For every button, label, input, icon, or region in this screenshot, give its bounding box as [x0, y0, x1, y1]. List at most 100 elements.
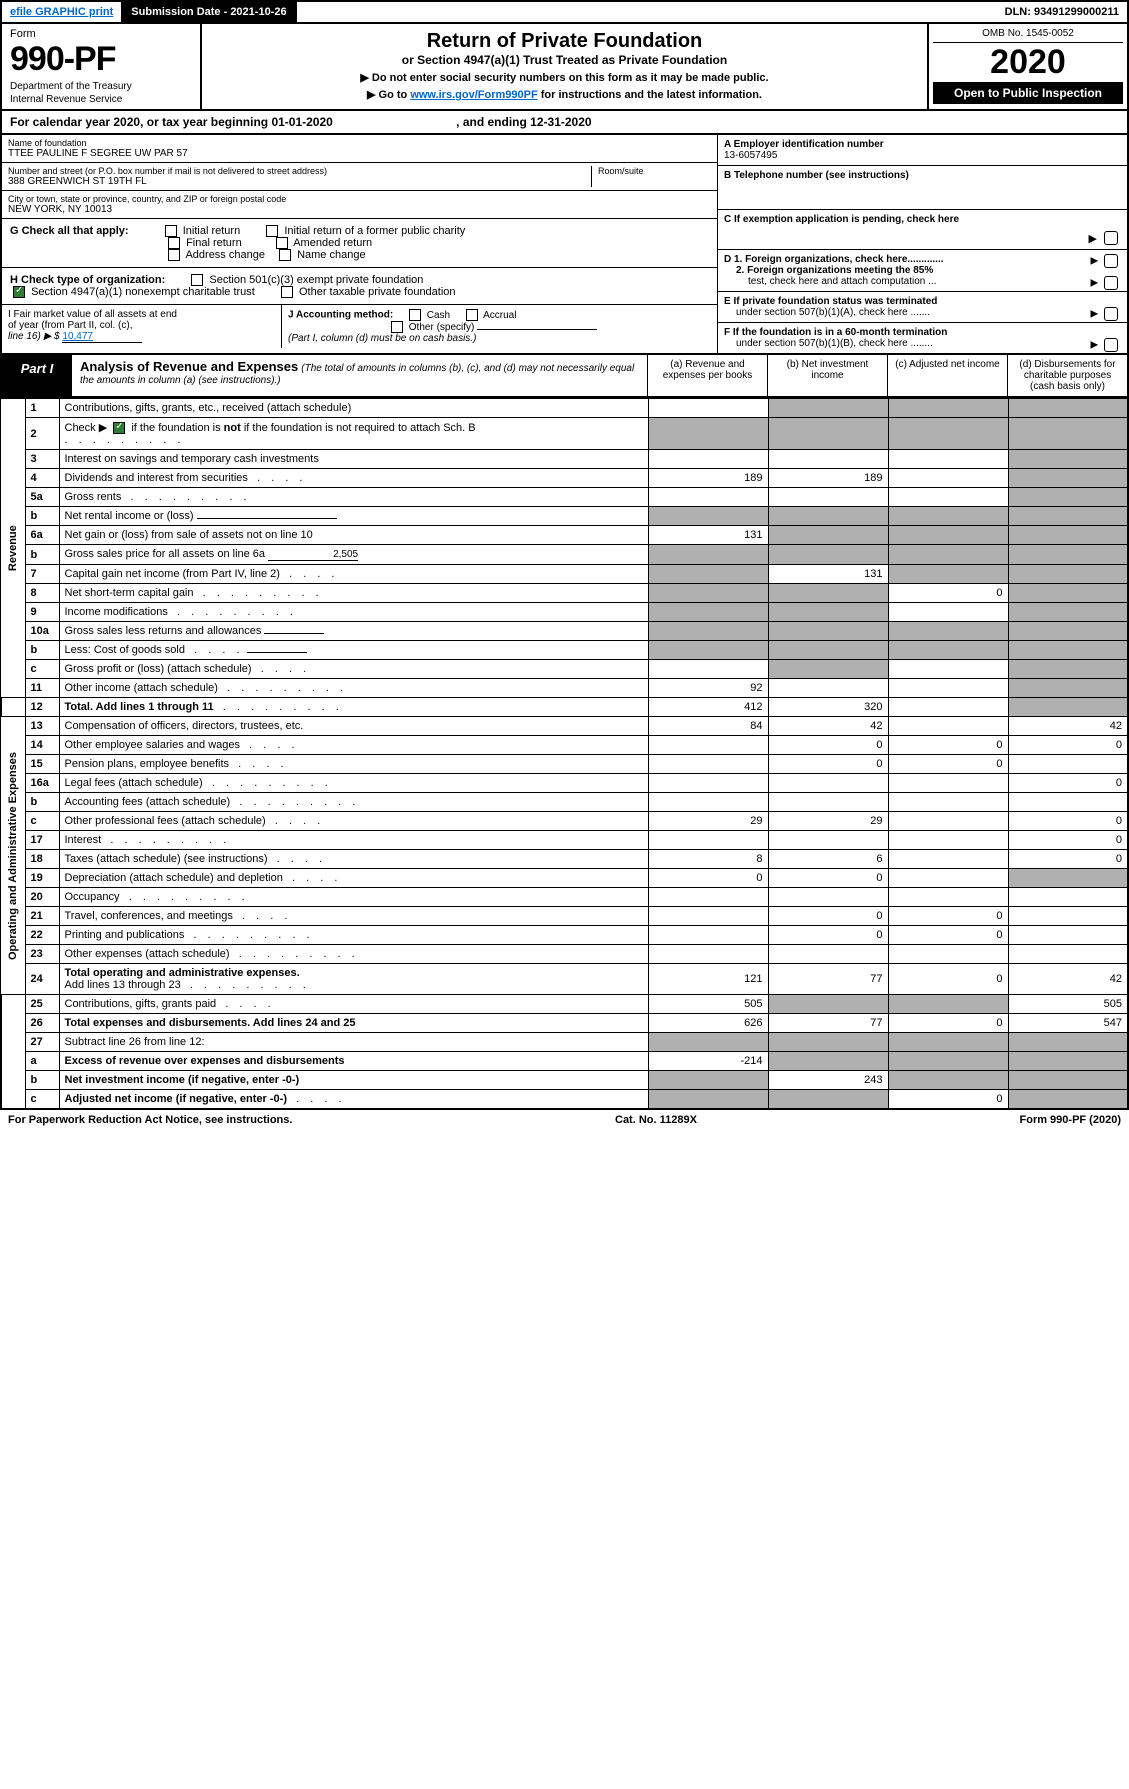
- row-27: 27 Subtract line 26 from line 12:: [1, 1033, 1128, 1052]
- foundation-name: TTEE PAULINE F SEGREE UW PAR 57: [8, 148, 711, 159]
- schb-checkbox[interactable]: [113, 422, 125, 434]
- h-4947a1[interactable]: [13, 286, 25, 298]
- col-a-hdr: (a) Revenue and expenses per books: [647, 355, 767, 396]
- d1-checkbox[interactable]: [1104, 254, 1118, 268]
- header-left: Form 990-PF Department of the Treasury I…: [2, 24, 202, 109]
- row-11: 11 Other income (attach schedule) . . . …: [1, 679, 1128, 698]
- j-accrual[interactable]: [466, 309, 478, 321]
- form-title: Return of Private Foundation: [212, 30, 917, 53]
- row-19: 19 Depreciation (attach schedule) and de…: [1, 869, 1128, 888]
- c-block: C If exemption application is pending, c…: [718, 210, 1127, 250]
- row-7: 7 Capital gain net income (from Part IV,…: [1, 565, 1128, 584]
- submission-cell: Submission Date - 2021-10-26: [123, 2, 296, 22]
- f-block: F If the foundation is in a 60-month ter…: [718, 323, 1127, 353]
- calendar-year-row: For calendar year 2020, or tax year begi…: [0, 111, 1129, 135]
- g-row: G Check all that apply: Initial return I…: [2, 219, 717, 268]
- row-1: Revenue 1 Contributions, gifts, grants, …: [1, 399, 1128, 418]
- dln-cell: DLN: 93491299000211: [997, 2, 1127, 22]
- name-row: Name of foundation TTEE PAULINE F SEGREE…: [2, 135, 717, 163]
- irs-link[interactable]: www.irs.gov/Form990PF: [410, 89, 537, 101]
- row-6a: 6a Net gain or (loss) from sale of asset…: [1, 526, 1128, 545]
- row-8: 8 Net short-term capital gain . . . . . …: [1, 584, 1128, 603]
- row-25: 25 Contributions, gifts, grants paid . .…: [1, 995, 1128, 1014]
- c-checkbox[interactable]: [1104, 231, 1118, 245]
- omb-number: OMB No. 1545-0052: [933, 28, 1123, 43]
- part1-header: Part I Analysis of Revenue and Expenses …: [0, 355, 1129, 398]
- row-13: Operating and Administrative Expenses 13…: [1, 717, 1128, 736]
- info-grid: Name of foundation TTEE PAULINE F SEGREE…: [0, 135, 1129, 355]
- col-c-hdr: (c) Adjusted net income: [887, 355, 1007, 396]
- part-tag: Part I: [2, 355, 72, 396]
- info-left: Name of foundation TTEE PAULINE F SEGREE…: [2, 135, 717, 353]
- info-right: A Employer identification number 13-6057…: [717, 135, 1127, 353]
- e-checkbox[interactable]: [1104, 307, 1118, 321]
- h-501c3[interactable]: [191, 274, 203, 286]
- row-16a: 16a Legal fees (attach schedule) . . . .…: [1, 774, 1128, 793]
- g-final-return[interactable]: [168, 237, 180, 249]
- g-address-change[interactable]: [168, 249, 180, 261]
- expenses-sidebar: Operating and Administrative Expenses: [1, 717, 25, 995]
- row-21: 21 Travel, conferences, and meetings . .…: [1, 907, 1128, 926]
- dept-1: Department of the Treasury: [10, 81, 192, 92]
- address-row: Number and street (or P.O. box number if…: [2, 163, 717, 191]
- row-5a: 5a Gross rents . . . . . . . . .: [1, 488, 1128, 507]
- row-14: 14 Other employee salaries and wages . .…: [1, 736, 1128, 755]
- g-initial-return[interactable]: [165, 225, 177, 237]
- revenue-sidebar: Revenue: [1, 399, 25, 698]
- row-15: 15 Pension plans, employee benefits . . …: [1, 755, 1128, 774]
- form-label: Form: [10, 28, 192, 40]
- row-16b: b Accounting fees (attach schedule) . . …: [1, 793, 1128, 812]
- row-27a: a Excess of revenue over expenses and di…: [1, 1052, 1128, 1071]
- e-block: E If private foundation status was termi…: [718, 292, 1127, 323]
- city-row: City or town, state or province, country…: [2, 191, 717, 219]
- note-1: ▶ Do not enter social security numbers o…: [212, 71, 917, 84]
- j-other[interactable]: [391, 321, 403, 333]
- row-3: 3 Interest on savings and temporary cash…: [1, 450, 1128, 469]
- row-24: 24 Total operating and administrative ex…: [1, 964, 1128, 995]
- tax-year: 2020: [933, 43, 1123, 82]
- form-ref: Form 990-PF (2020): [1020, 1114, 1121, 1126]
- cat-no: Cat. No. 11289X: [615, 1114, 697, 1126]
- g-name-change[interactable]: [279, 249, 291, 261]
- row-16c: c Other professional fees (attach schedu…: [1, 812, 1128, 831]
- fmv-value: 10,477: [62, 331, 142, 343]
- efile-link[interactable]: efile GRAPHIC print: [10, 6, 113, 18]
- ij-row: I Fair market value of all assets at end…: [2, 305, 717, 348]
- dept-2: Internal Revenue Service: [10, 94, 192, 105]
- g-initial-former[interactable]: [266, 225, 278, 237]
- h-other-taxable[interactable]: [281, 286, 293, 298]
- ein: 13-6057495: [724, 150, 777, 161]
- a-block: A Employer identification number 13-6057…: [718, 135, 1127, 166]
- open-inspection: Open to Public Inspection: [933, 82, 1123, 104]
- address: 388 GREENWICH ST 19TH FL: [8, 176, 591, 187]
- part-title: Analysis of Revenue and Expenses (The to…: [72, 355, 647, 396]
- f-checkbox[interactable]: [1104, 338, 1118, 352]
- b-block: B Telephone number (see instructions): [718, 166, 1127, 210]
- row-12: 12 Total. Add lines 1 through 11 . . . .…: [1, 698, 1128, 717]
- row-22: 22 Printing and publications . . . . . .…: [1, 926, 1128, 945]
- h-row: H Check type of organization: Section 50…: [2, 268, 717, 305]
- part1-table: Revenue 1 Contributions, gifts, grants, …: [0, 398, 1129, 1110]
- row-18: 18 Taxes (attach schedule) (see instruct…: [1, 850, 1128, 869]
- paperwork-notice: For Paperwork Reduction Act Notice, see …: [8, 1114, 292, 1126]
- g-amended[interactable]: [276, 237, 288, 249]
- row-10a: 10a Gross sales less returns and allowan…: [1, 622, 1128, 641]
- row-20: 20 Occupancy . . . . . . . . .: [1, 888, 1128, 907]
- col-b-hdr: (b) Net investment income: [767, 355, 887, 396]
- form-subtitle: or Section 4947(a)(1) Trust Treated as P…: [212, 53, 917, 67]
- topbar: efile GRAPHIC print Submission Date - 20…: [0, 0, 1129, 24]
- d2-checkbox[interactable]: [1104, 276, 1118, 290]
- header-right: OMB No. 1545-0052 2020 Open to Public In…: [927, 24, 1127, 109]
- row-27c: c Adjusted net income (if negative, ente…: [1, 1090, 1128, 1110]
- row-17: 17 Interest . . . . . . . . . 0: [1, 831, 1128, 850]
- row-10c: c Gross profit or (loss) (attach schedul…: [1, 660, 1128, 679]
- row-2: 2 Check ▶ if the foundation is not if th…: [1, 418, 1128, 450]
- row-5b: b Net rental income or (loss): [1, 507, 1128, 526]
- city: NEW YORK, NY 10013: [8, 204, 711, 215]
- page-footer: For Paperwork Reduction Act Notice, see …: [0, 1110, 1129, 1130]
- note-2: ▶ Go to www.irs.gov/Form990PF for instru…: [212, 88, 917, 101]
- row-9: 9 Income modifications . . . . . . . . .: [1, 603, 1128, 622]
- header-mid: Return of Private Foundation or Section …: [202, 24, 927, 109]
- form-number: 990-PF: [10, 40, 192, 79]
- j-cash[interactable]: [409, 309, 421, 321]
